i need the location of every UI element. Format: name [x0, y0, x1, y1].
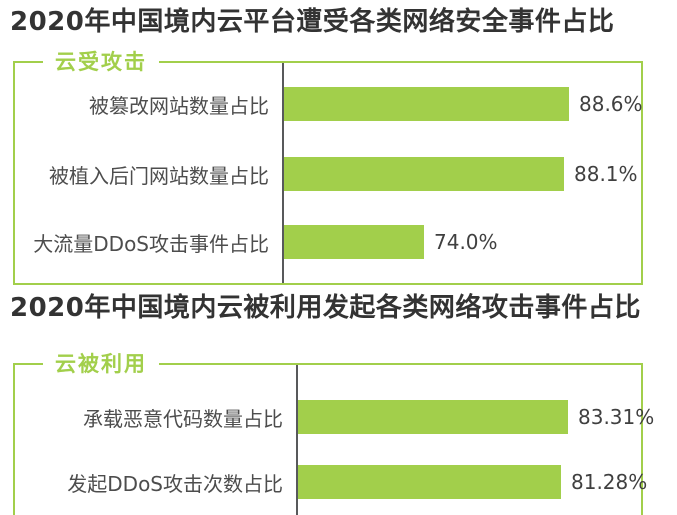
bar: [284, 87, 569, 121]
chart1-axis-line: [282, 63, 284, 283]
bar: [298, 400, 568, 434]
chart1-title: 2020年中国境内云平台遭受各类网络安全事件占比: [10, 7, 615, 37]
bar-category-label: 被植入后门网站数量占比: [49, 163, 269, 188]
bar-category-label: 大流量DDoS攻击事件占比: [33, 231, 269, 256]
chart2-bar-rows: 承载恶意代码数量占比 83.31% 发起DDoS攻击次数占比 81.28%: [15, 365, 654, 515]
bar-category-label: 承载恶意代码数量占比: [83, 406, 283, 431]
chart-row: 被植入后门网站数量占比 88.1%: [15, 157, 641, 191]
bar-value-label: 81.28%: [571, 470, 648, 494]
bar: [298, 465, 561, 499]
chart-row: 被篡改网站数量占比 88.6%: [15, 87, 643, 121]
chart-row: 大流量DDoS攻击事件占比 74.0%: [15, 225, 641, 259]
bar: [284, 225, 424, 259]
chart2-axis-line: [296, 365, 298, 515]
chart2-frame: 云被利用 承载恶意代码数量占比 83.31% 发起DDoS攻击次数占比 81.28%: [13, 352, 654, 515]
chart-row: 发起DDoS攻击次数占比 81.28%: [15, 465, 647, 499]
bar-value-label: 83.31%: [578, 405, 655, 429]
chart2-title: 2020年中国境内云被利用发起各类网络攻击事件占比: [10, 293, 641, 323]
bar-category-label: 发起DDoS攻击次数占比: [67, 471, 283, 496]
bar-category-label: 被篡改网站数量占比: [89, 93, 269, 118]
bar-value-label: 88.1%: [574, 162, 638, 186]
bar: [284, 157, 564, 191]
bar-value-label: 74.0%: [434, 230, 498, 254]
chart1-group-label: 云受攻击: [43, 50, 159, 74]
bar-value-label: 88.6%: [579, 92, 643, 116]
chart1-frame: 云受攻击 被篡改网站数量占比 88.6% 被植入后门网站数量占比 88.1% 大流量DD…: [13, 50, 643, 285]
chart1-bar-rows: 被篡改网站数量占比 88.6% 被植入后门网站数量占比 88.1% 大流量DDoS攻击事…: [15, 63, 643, 283]
chart-row: 承载恶意代码数量占比 83.31%: [15, 400, 654, 434]
chart2-group-label: 云被利用: [43, 352, 159, 376]
